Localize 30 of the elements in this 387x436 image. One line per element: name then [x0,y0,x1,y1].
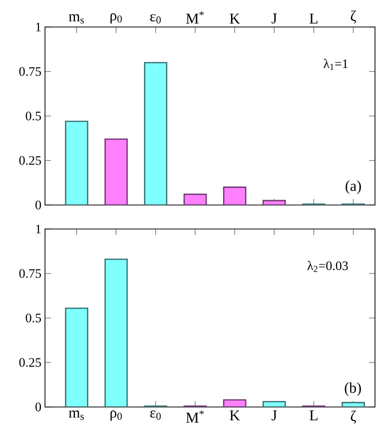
x-tick-label: J [272,410,277,420]
y-tick-label: 1 [36,224,41,234]
annotation: λ$_{2}$=0.03 [307,260,348,272]
x-tick-label: M$^{*}$ [186,410,204,423]
annotation: λ$_{1}$=1 [324,58,348,70]
x-tick-label: m$_{s}$ [68,14,84,24]
y-tick-label: 0 [36,402,41,412]
x-tick-label: ε$_{0}$ [150,14,161,24]
y-tick-label: 0.75 [19,269,41,278]
y-tick-label: 0.75 [19,67,41,76]
x-tick-label: M$^{*}$ [186,11,204,24]
x-tick-label: m$_{s}$ [68,410,84,420]
y-tick-label: 0 [36,200,41,210]
annotation: (b) [344,382,361,396]
x-tick-label: ζ [350,10,356,24]
x-tick-label: J [272,14,277,24]
x-tick-label: L [310,14,318,24]
y-tick-label: 0.5 [26,314,41,322]
x-tick-label: ε$_{0}$ [150,410,161,420]
y-tick-label: 1 [36,22,41,32]
y-tick-label: 0.25 [19,358,41,367]
x-tick-label: K [230,14,240,24]
x-tick-label: ρ$_{0}$ [110,410,122,421]
y-tick-label: 0.5 [26,112,41,120]
x-tick-label: ζ [350,410,356,424]
x-tick-label: K [230,410,240,420]
annotation: (a) [346,180,361,194]
x-tick-label: ρ$_{0}$ [110,13,122,24]
x-tick-label: L [310,410,318,420]
y-tick-label: 0.25 [19,156,41,165]
